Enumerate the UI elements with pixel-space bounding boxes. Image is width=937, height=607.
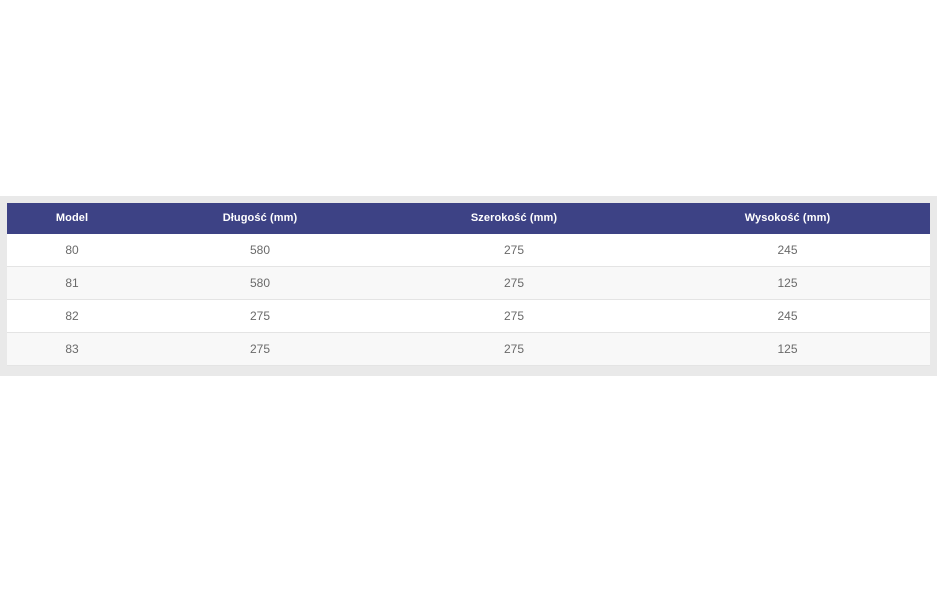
cell-wysokosc: 125 <box>645 332 930 366</box>
cell-szerokosc: 275 <box>383 332 645 366</box>
cell-dlugosc: 580 <box>137 234 383 267</box>
column-header-model[interactable]: Model <box>55 212 89 224</box>
table-row: 81 580 275 125 <box>7 266 930 300</box>
table-header-row: Model Długość (mm) Szerokość (mm) Wysoko… <box>7 203 930 234</box>
table-row: 80 580 275 245 <box>7 234 930 267</box>
cell-model: 81 <box>7 266 137 300</box>
column-header-wysokosc[interactable]: Wysokość (mm) <box>744 212 831 224</box>
cell-model: 83 <box>7 332 137 366</box>
cell-wysokosc: 245 <box>645 234 930 267</box>
cell-szerokosc: 275 <box>383 299 645 333</box>
table-header: Model Długość (mm) Szerokość (mm) Wysoko… <box>7 203 930 234</box>
cell-wysokosc: 245 <box>645 299 930 333</box>
column-header-szerokosc[interactable]: Szerokość (mm) <box>470 212 558 224</box>
cell-wysokosc: 125 <box>645 266 930 300</box>
cell-dlugosc: 580 <box>137 266 383 300</box>
cell-model: 82 <box>7 299 137 333</box>
table-row: 83 275 275 125 <box>7 332 930 366</box>
cell-dlugosc: 275 <box>137 332 383 366</box>
cell-model: 80 <box>7 234 137 267</box>
cell-dlugosc: 275 <box>137 299 383 333</box>
specifications-table: Model Długość (mm) Szerokość (mm) Wysoko… <box>7 203 930 366</box>
table-container: Model Długość (mm) Szerokość (mm) Wysoko… <box>0 196 937 376</box>
table-body: 80 580 275 245 81 580 275 125 82 275 275… <box>7 234 930 366</box>
cell-szerokosc: 275 <box>383 234 645 267</box>
cell-szerokosc: 275 <box>383 266 645 300</box>
column-header-dlugosc[interactable]: Długość (mm) <box>222 212 298 224</box>
table-row: 82 275 275 245 <box>7 299 930 333</box>
